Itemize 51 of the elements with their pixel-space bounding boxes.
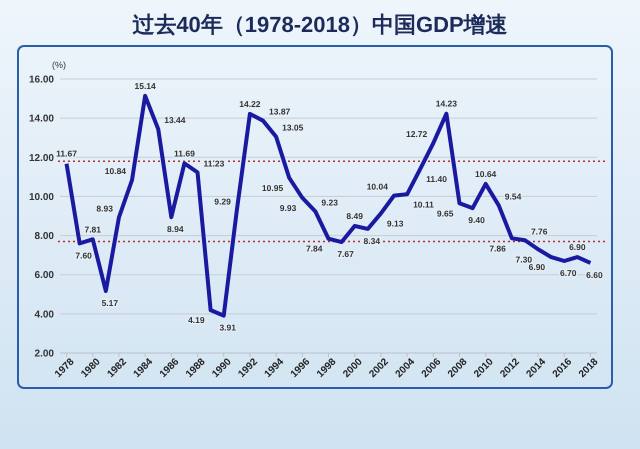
data-label: 9.29 (214, 196, 232, 206)
data-label: 6.70 (560, 268, 577, 278)
data-label: 7.67 (337, 249, 354, 260)
data-label: 10.84 (104, 166, 126, 176)
data-label: 9.54 (504, 191, 522, 202)
data-label: 7.86 (489, 243, 506, 254)
data-label: 11.69 (174, 148, 196, 158)
data-label: 7.30 (516, 254, 532, 264)
y-tick-label: 6.00 (34, 270, 54, 282)
data-label: 9.23 (321, 198, 338, 208)
data-label: 10.04 (366, 182, 388, 192)
data-label: 8.94 (167, 224, 184, 234)
y-tick-label: 2.00 (34, 348, 54, 360)
y-tick-label: 16.00 (28, 74, 54, 86)
data-label: 7.84 (306, 244, 323, 254)
data-label: 13.05 (282, 122, 304, 133)
data-label: 11.23 (204, 158, 225, 168)
data-label: 13.44 (164, 115, 186, 126)
y-tick-label: 8.00 (34, 231, 54, 242)
data-label: 12.72 (406, 129, 428, 140)
data-label: 8.93 (96, 203, 114, 214)
y-tick-label: 12.00 (28, 152, 54, 164)
data-label: 9.13 (386, 218, 404, 228)
data-label: 14.23 (436, 98, 458, 109)
y-tick-label: 14.00 (28, 114, 54, 125)
data-label: 8.49 (346, 210, 364, 221)
data-label: 10.95 (262, 182, 284, 193)
data-label: 9.93 (280, 202, 297, 213)
data-label: 3.91 (219, 322, 236, 333)
data-label: 11.40 (426, 174, 448, 184)
y-tick-label: 4.00 (34, 309, 54, 320)
y-axis-title: (%) (52, 60, 66, 70)
data-label: 9.65 (436, 208, 454, 218)
data-label: 10.11 (413, 199, 434, 210)
data-label: 7.81 (84, 224, 102, 234)
data-label: 14.22 (239, 98, 261, 109)
data-label: 7.76 (530, 226, 548, 236)
data-label: 6.90 (569, 242, 586, 252)
data-label: 5.17 (102, 298, 118, 308)
data-label: 11.67 (56, 148, 78, 159)
data-label: 8.34 (364, 236, 380, 246)
y-tick-label: 10.00 (28, 192, 54, 203)
data-label: 6.60 (586, 270, 603, 280)
data-label: 10.64 (475, 168, 497, 179)
data-label: 7.60 (75, 250, 92, 260)
data-label: 9.40 (468, 215, 486, 226)
data-label: 15.14 (134, 80, 156, 91)
chart-title: 过去40年（1978-2018）中国GDP增速 (131, 12, 508, 37)
data-label: 6.90 (528, 262, 546, 272)
data-label: 4.19 (188, 315, 205, 326)
data-label: 13.87 (269, 106, 291, 117)
